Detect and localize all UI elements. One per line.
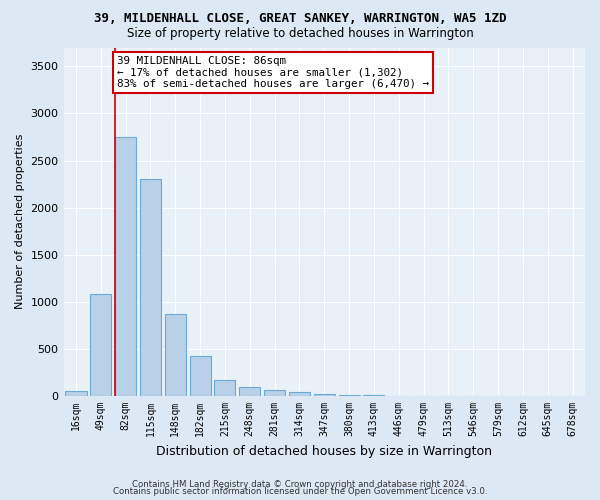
Bar	[214, 380, 235, 396]
Bar	[165, 314, 186, 396]
Bar	[140, 180, 161, 396]
Bar	[190, 356, 211, 396]
Bar	[289, 392, 310, 396]
Bar	[239, 386, 260, 396]
Text: Contains public sector information licensed under the Open Government Licence v3: Contains public sector information licen…	[113, 488, 487, 496]
Y-axis label: Number of detached properties: Number of detached properties	[15, 134, 25, 310]
Text: Contains HM Land Registry data © Crown copyright and database right 2024.: Contains HM Land Registry data © Crown c…	[132, 480, 468, 489]
Text: Size of property relative to detached houses in Warrington: Size of property relative to detached ho…	[127, 28, 473, 40]
Bar	[264, 390, 285, 396]
Bar	[65, 392, 86, 396]
Bar	[338, 395, 359, 396]
Bar	[115, 137, 136, 396]
Bar	[314, 394, 335, 396]
Text: 39 MILDENHALL CLOSE: 86sqm
← 17% of detached houses are smaller (1,302)
83% of s: 39 MILDENHALL CLOSE: 86sqm ← 17% of deta…	[117, 56, 429, 90]
Text: 39, MILDENHALL CLOSE, GREAT SANKEY, WARRINGTON, WA5 1ZD: 39, MILDENHALL CLOSE, GREAT SANKEY, WARR…	[94, 12, 506, 24]
X-axis label: Distribution of detached houses by size in Warrington: Distribution of detached houses by size …	[156, 444, 492, 458]
Bar	[90, 294, 112, 396]
